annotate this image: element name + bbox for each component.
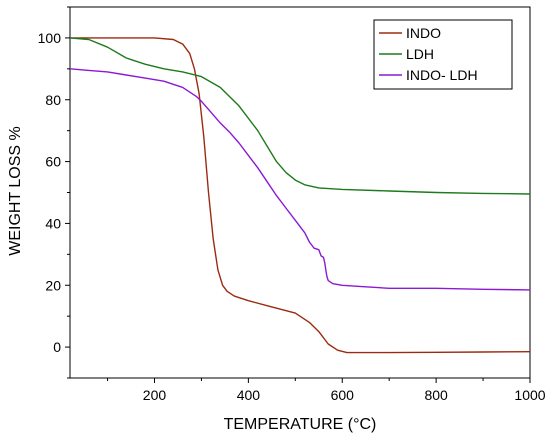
y-tick-label: 0	[53, 339, 61, 355]
x-tick-label: 1000	[514, 387, 545, 403]
legend: INDO LDH INDO- LDH	[373, 19, 513, 90]
x-tick-label: 400	[237, 387, 261, 403]
y-tick-label: 60	[45, 154, 61, 170]
y-tick-label: 100	[38, 30, 62, 46]
legend-label: INDO- LDH	[406, 67, 478, 83]
axis-tick-labels: 200 400 600 800 1000 0 20 40 60 80 100	[38, 30, 546, 403]
y-axis-title: WEIGHT LOSS %	[7, 126, 24, 256]
series-line-indo	[70, 37, 531, 354]
series-line-indo-ldh	[69, 68, 531, 291]
y-tick-label: 40	[45, 215, 61, 231]
y-tick-label: 80	[45, 92, 61, 108]
x-tick-label: 200	[143, 387, 167, 403]
x-axis-title: TEMPERATURE (°C)	[224, 416, 377, 433]
y-tick-label: 20	[45, 277, 61, 293]
x-tick-label: 600	[331, 387, 355, 403]
x-tick-label: 800	[424, 387, 448, 403]
legend-label: LDH	[406, 46, 434, 62]
data-series	[69, 37, 531, 354]
series-line-ldh	[69, 37, 531, 195]
legend-label: INDO	[406, 25, 441, 41]
axis-ticks	[65, 6, 531, 383]
